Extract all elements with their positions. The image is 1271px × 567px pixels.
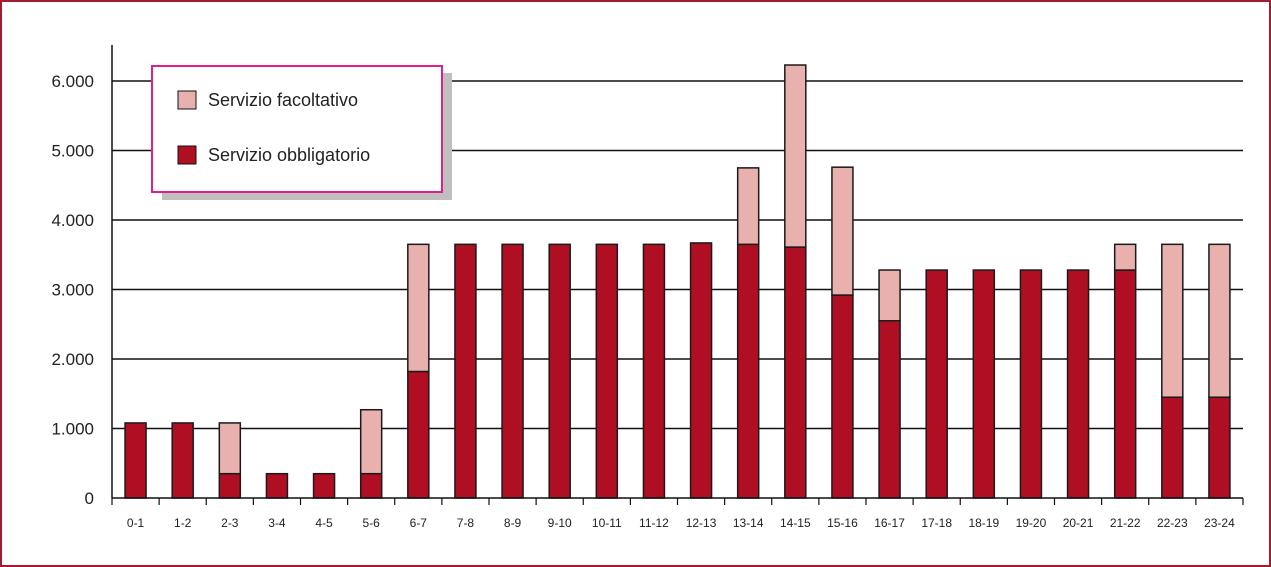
bar-segment-facoltativo-13-14 xyxy=(736,167,760,246)
bar-segment-obbligatorio-4-5 xyxy=(312,472,336,499)
bar-segment-facoltativo-5-6 xyxy=(359,408,383,475)
bar-segment-facoltativo-14-15 xyxy=(784,64,807,248)
x-tick-label: 14-15 xyxy=(780,516,811,530)
x-tick-label: 21-22 xyxy=(1110,516,1141,530)
legend: Servizio facoltativo Servizio obbligator… xyxy=(151,65,452,200)
bar-segment-obbligatorio-21-22 xyxy=(1113,269,1137,499)
x-tick-label: 15-16 xyxy=(827,516,858,530)
bar-segment-facoltativo-15-16 xyxy=(831,166,854,296)
legend-box xyxy=(151,65,443,193)
axes xyxy=(111,45,1244,505)
bar-segment-obbligatorio-0-1 xyxy=(124,422,147,499)
bar-segment-obbligatorio-6-7 xyxy=(407,370,430,499)
bar-segment-obbligatorio-7-8 xyxy=(454,243,477,499)
bar-segment-obbligatorio-16-17 xyxy=(878,320,901,499)
bar-segment-obbligatorio-18-19 xyxy=(972,269,996,499)
bar-segment-facoltativo-2-3 xyxy=(218,422,242,475)
x-tick-label: 18-19 xyxy=(968,516,999,530)
y-tick-label: 0 xyxy=(85,489,94,508)
bar-segment-obbligatorio-5-6 xyxy=(359,472,383,499)
bar-segment-obbligatorio-13-14 xyxy=(736,243,760,499)
bar-segment-obbligatorio-17-18 xyxy=(925,269,948,499)
bar-segment-facoltativo-6-7 xyxy=(407,243,430,373)
x-tick-label: 4-5 xyxy=(315,516,333,530)
x-tick-label: 23-24 xyxy=(1204,516,1235,530)
x-tick-label: 1-2 xyxy=(174,516,192,530)
x-tick-label: 20-21 xyxy=(1063,516,1094,530)
y-tick-label: 4.000 xyxy=(51,211,94,230)
y-tick-label: 3.000 xyxy=(51,281,94,300)
x-tick-label: 19-20 xyxy=(1016,516,1047,530)
x-tick-label: 9-10 xyxy=(548,516,572,530)
y-tick-label: 6.000 xyxy=(51,72,94,91)
x-tick-label: 3-4 xyxy=(268,516,286,530)
legend-label-obbligatorio: Servizio obbligatorio xyxy=(208,145,370,165)
bar-segment-obbligatorio-1-2 xyxy=(171,422,194,499)
bar-segment-obbligatorio-12-13 xyxy=(689,242,713,499)
bar-segment-obbligatorio-11-12 xyxy=(642,243,666,499)
x-tick-label: 7-8 xyxy=(457,516,475,530)
x-tick-label: 0-1 xyxy=(127,516,145,530)
bar-segment-obbligatorio-15-16 xyxy=(831,294,854,499)
x-tick-label: 10-11 xyxy=(592,516,622,530)
y-tick-label: 1.000 xyxy=(51,420,94,439)
bar-segment-obbligatorio-10-11 xyxy=(595,243,619,499)
bar-segment-facoltativo-22-23 xyxy=(1161,243,1184,398)
x-tick-labels: 0-1 1-2 2-3 3-4 4-5 5-6 6-7 7-8 8-9 9-10 10-11 11-1… xyxy=(127,516,1235,530)
x-tick-label: 5-6 xyxy=(363,516,381,530)
bar-segment-obbligatorio-2-3 xyxy=(218,472,242,499)
bar-segment-obbligatorio-22-23 xyxy=(1161,396,1184,499)
y-tick-label: 5.000 xyxy=(51,142,94,161)
x-tick-label: 13-14 xyxy=(733,516,764,530)
legend-label-facoltativo: Servizio facoltativo xyxy=(208,90,358,110)
bar-segment-obbligatorio-23-24 xyxy=(1208,396,1231,499)
x-tick-label: 12-13 xyxy=(686,516,717,530)
x-tick-label: 6-7 xyxy=(410,516,428,530)
x-tick-label: 16-17 xyxy=(874,516,905,530)
y-tick-label: 2.000 xyxy=(51,350,94,369)
bar-segment-obbligatorio-9-10 xyxy=(548,243,571,499)
x-tick-label: 17-18 xyxy=(921,516,952,530)
bar-segment-obbligatorio-20-21 xyxy=(1066,269,1090,499)
bar-segment-obbligatorio-3-4 xyxy=(265,472,289,499)
bar-segment-facoltativo-16-17 xyxy=(878,269,901,322)
bar-segment-obbligatorio-14-15 xyxy=(784,246,807,499)
bar-segment-facoltativo-23-24 xyxy=(1208,243,1231,398)
bar-segment-facoltativo-21-22 xyxy=(1113,243,1137,271)
bar-segment-obbligatorio-8-9 xyxy=(501,243,524,499)
bars xyxy=(124,64,1231,499)
legend-swatch-facoltativo xyxy=(177,90,197,110)
x-tick-label: 22-23 xyxy=(1157,516,1188,530)
x-tick-label: 2-3 xyxy=(221,516,239,530)
bar-segment-obbligatorio-19-20 xyxy=(1019,269,1043,499)
x-tick-label: 8-9 xyxy=(504,516,522,530)
legend-swatch-obbligatorio xyxy=(177,145,197,165)
x-tick-label: 11-12 xyxy=(639,516,669,530)
y-tick-labels: 0 1.000 2.000 3.000 4.000 5.000 6.000 xyxy=(51,72,94,508)
